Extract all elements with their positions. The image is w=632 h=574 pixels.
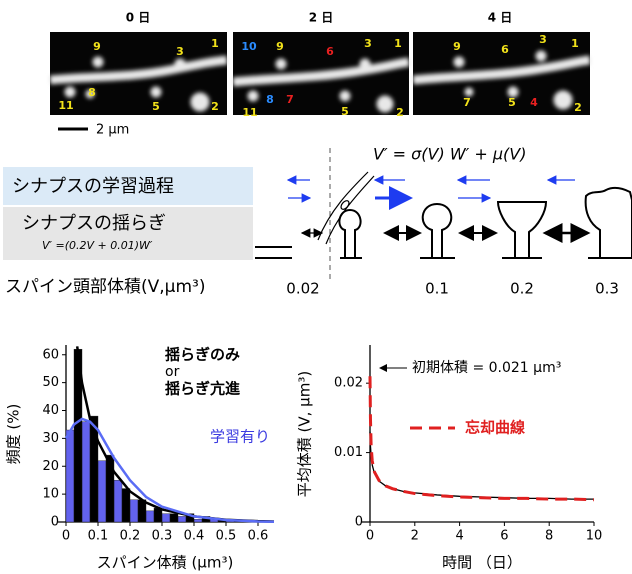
- spine-diagram: [255, 148, 632, 282]
- y-tick-label: 30: [42, 431, 59, 446]
- annotation: 初期体積 = 0.021 μm³: [412, 359, 561, 376]
- annotation: 揺らぎのみ: [165, 346, 240, 364]
- y-tick-label: 50: [42, 375, 59, 390]
- x-tick-label: 0.5: [216, 529, 237, 544]
- legend-label: 忘却曲線: [465, 419, 525, 437]
- y-axis-title: 平均体積 (V, μm³): [296, 371, 314, 497]
- bar: [130, 500, 138, 522]
- x-tick-label: 0: [366, 529, 374, 544]
- x-axis-title: 時間 （日）: [442, 554, 522, 572]
- y-tick-label: 0.02: [334, 376, 363, 391]
- bar: [162, 514, 170, 522]
- spine-label: 1: [571, 37, 579, 50]
- spine-label: 1: [394, 37, 402, 50]
- x-tick-label: 0.1: [88, 529, 109, 544]
- x-tick-label: 0.2: [120, 529, 141, 544]
- x-tick-label: 6: [500, 529, 508, 544]
- spine-label: 1: [211, 37, 219, 50]
- line: [370, 432, 594, 499]
- x-tick-label: 2: [411, 529, 419, 544]
- annotation: or: [165, 364, 180, 380]
- spine-label: 5: [508, 96, 516, 109]
- spine-label: 11: [58, 99, 73, 112]
- spine-label: 8: [266, 93, 274, 106]
- fluctuation-label: シナプスの揺らぎ: [22, 213, 166, 234]
- bar: [146, 511, 154, 522]
- panel-title: 4 日: [488, 11, 513, 25]
- spine-label: 10: [241, 40, 257, 53]
- micrograph: 9 6 3 1 7 5 4 2: [413, 32, 590, 115]
- diagram-axis-label: スパイン頭部体積(V,μm³): [5, 277, 206, 297]
- spine-label: 2: [396, 106, 404, 119]
- spine-label: 5: [152, 100, 160, 113]
- bar: [122, 489, 130, 522]
- x-axis-title: スパイン体積 (μm³): [97, 554, 234, 572]
- micrograph: 10 9 6 3 1 8 7 11 5 2: [233, 32, 409, 119]
- annotation: 学習有り: [210, 428, 270, 446]
- y-tick-label: 60: [42, 347, 59, 362]
- spine-label: 9: [453, 40, 461, 53]
- spine-label: 8: [88, 86, 96, 99]
- scale-bar-label: 2 μm: [96, 123, 129, 138]
- y-tick-label: 40: [42, 403, 59, 418]
- bar: [194, 519, 202, 522]
- bar: [66, 430, 74, 522]
- spine-label: 6: [501, 43, 509, 56]
- micrograph: 9 3 1 8 11 5 2: [50, 32, 227, 115]
- spine-label: 5: [341, 105, 349, 118]
- fluctuation-equation: V′ =(0.2V + 0.01)W′: [42, 239, 153, 252]
- learning-label: シナプスの学習過程: [12, 176, 174, 197]
- y-tick-label: 10: [42, 487, 59, 502]
- x-tick-label: 0.3: [152, 529, 173, 544]
- spine-label: 7: [463, 96, 471, 109]
- x-tick-label: 10: [586, 529, 603, 544]
- x-tick-label: 0: [62, 529, 70, 544]
- y-axis-title: 頻度 (%): [5, 404, 23, 465]
- bar: [170, 514, 178, 522]
- bar: [98, 461, 106, 522]
- bar: [82, 422, 90, 522]
- spine-label: 9: [93, 40, 101, 53]
- y-tick-label: 20: [42, 459, 59, 474]
- x-tick-label: 8: [545, 529, 553, 544]
- spine-label: 4: [530, 96, 538, 109]
- figure: 0 日 2 日 4 日 9 3 1 8 11 5 2 10 9 6 3 1 8 …: [0, 0, 632, 574]
- spine-label: 9: [276, 40, 284, 53]
- diagram-scale-label: 0.1: [425, 280, 449, 298]
- spine-label: 2: [574, 101, 582, 114]
- y-tick-label: 0: [51, 515, 59, 530]
- x-tick-label: 0.6: [248, 529, 269, 544]
- bar: [114, 480, 122, 522]
- panel-title: 2 日: [309, 11, 334, 25]
- panel-title: 0 日: [126, 11, 151, 25]
- spine-label: 7: [286, 93, 294, 106]
- spine-label: 6: [326, 45, 334, 58]
- spine-label: 2: [211, 100, 219, 113]
- spine-label: 3: [176, 45, 184, 58]
- line: [370, 376, 594, 500]
- x-tick-label: 4: [455, 529, 463, 544]
- diagram-scale-label: 0.2: [510, 280, 534, 298]
- y-tick-label: 0: [355, 515, 363, 530]
- bar: [178, 516, 186, 522]
- spine-label: 3: [539, 33, 547, 46]
- y-tick-label: 0.01: [334, 445, 363, 460]
- diagram-scale-label: 0.02: [286, 280, 319, 298]
- model-equation: V′ = σ(V) W′ + μ(V): [373, 145, 526, 164]
- x-tick-label: 0.4: [184, 529, 205, 544]
- annotation: 揺らぎ亢進: [165, 380, 241, 398]
- diagram-scale-label: 0.3: [595, 280, 619, 298]
- spine-label: 3: [364, 37, 372, 50]
- spine-label: 11: [242, 106, 257, 119]
